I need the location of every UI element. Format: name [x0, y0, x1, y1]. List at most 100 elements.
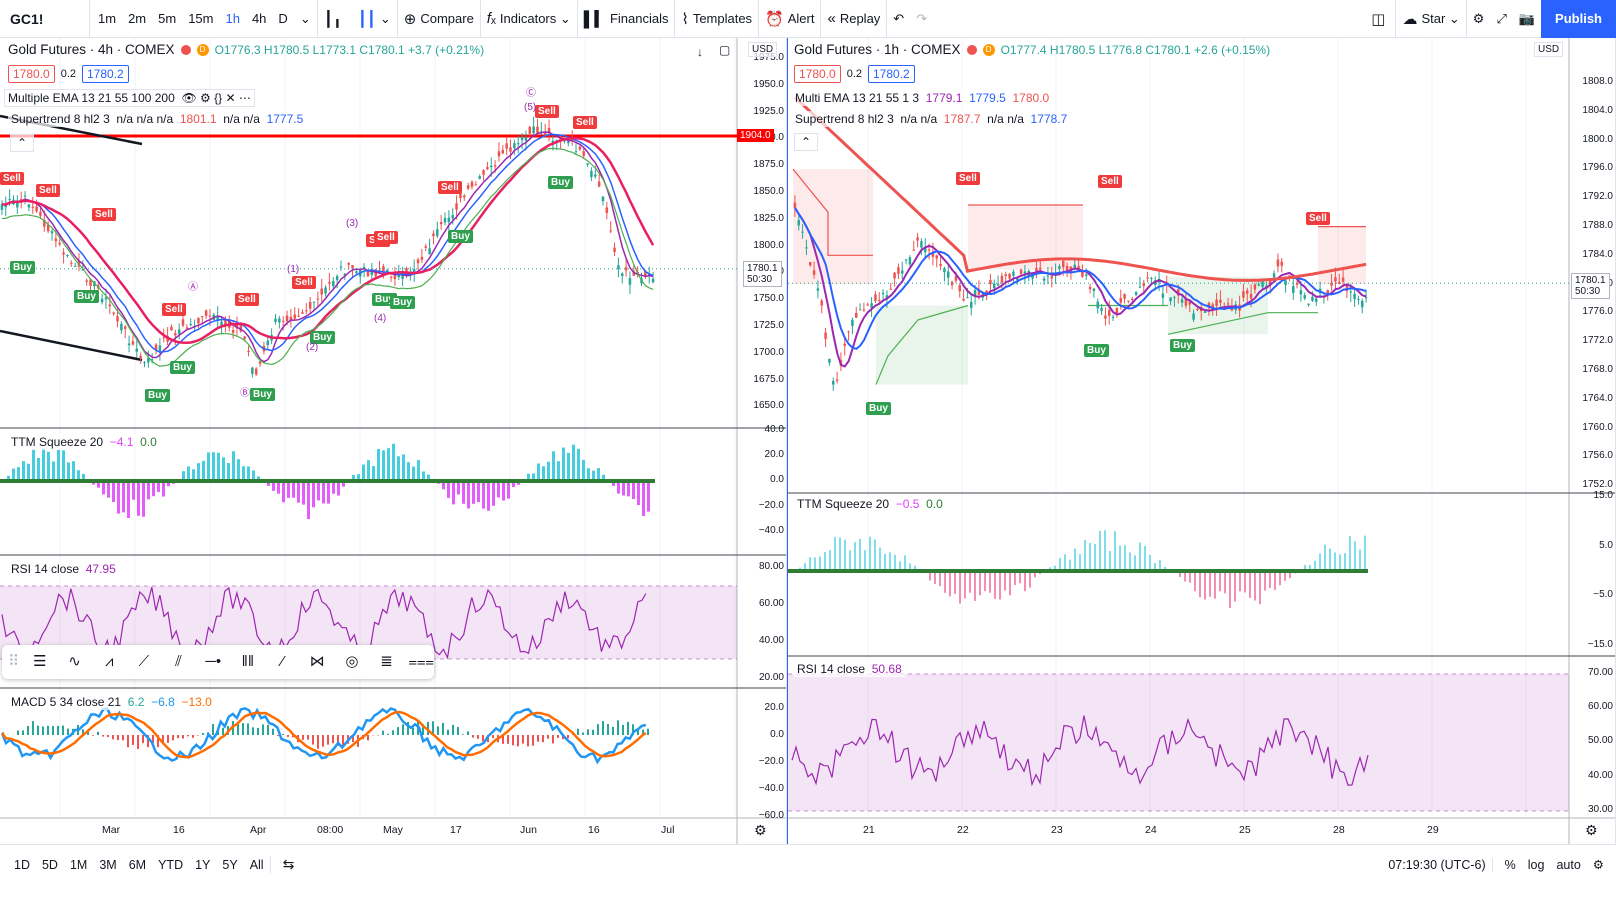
- ray-icon[interactable]: ⁄: [281, 653, 284, 670]
- settings-gear-icon[interactable]: ⚙: [1472, 10, 1485, 26]
- right-ema-legend[interactable]: Multi EMA 13 21 55 1 3 1779.1 1779.5 178…: [792, 90, 1053, 106]
- left-bid-ask: 1780.0 0.2 1780.2: [8, 65, 129, 83]
- last-price-tag[interactable]: 1780.1 50:30: [1571, 273, 1610, 300]
- replay-button[interactable]: «Replay: [821, 0, 886, 38]
- interval-2m[interactable]: 2m: [128, 11, 147, 26]
- alert-button[interactable]: ⏰ Alert: [759, 0, 820, 38]
- left-rsi-legend[interactable]: RSI 14 close 47.95: [8, 561, 119, 577]
- eye-icon[interactable]: 👁: [181, 91, 197, 105]
- fib-retracement-icon[interactable]: ☰: [33, 653, 47, 670]
- axis-settings-gear-icon[interactable]: ⚙: [1592, 858, 1604, 872]
- xabcd-pattern-icon[interactable]: ⋈: [309, 653, 325, 670]
- interval-d[interactable]: D: [278, 11, 288, 26]
- left-chart-pane[interactable]: Gold Futures · 4h · COMEX D O1776.3 H178…: [0, 38, 787, 844]
- buy-price-button[interactable]: 1780.2: [82, 65, 129, 83]
- close-icon[interactable]: ✕: [225, 91, 236, 105]
- layout-icon[interactable]: ◫: [1371, 10, 1386, 28]
- sell-price-button[interactable]: 1780.0: [8, 65, 55, 83]
- cloud-icon: ☁: [1402, 10, 1418, 28]
- sub-axis-label: 60.00: [758, 598, 784, 609]
- templates-button[interactable]: ⌇ Templates: [675, 0, 758, 38]
- gann-fan-icon[interactable]: ‖‖: [241, 653, 255, 670]
- time-axis-label: 25: [1239, 824, 1251, 836]
- star-button[interactable]: ☁ Star ⌄: [1402, 10, 1460, 28]
- right-ttm-legend[interactable]: TTM Squeeze 20 −0.5 0.0: [794, 496, 946, 512]
- left-chart-canvas[interactable]: [0, 38, 787, 844]
- ema-slow-line: [793, 96, 1367, 282]
- left-currency-label[interactable]: USD: [748, 42, 778, 57]
- elliott-wave-icon[interactable]: ∿: [68, 653, 81, 670]
- range-ytd[interactable]: YTD: [158, 857, 184, 872]
- buy-price-button[interactable]: 1780.2: [868, 65, 915, 83]
- right-symbol-title[interactable]: Gold Futures · 1h · COMEX: [794, 42, 961, 57]
- symbol-search[interactable]: GC1!: [0, 0, 90, 38]
- right-candle-body: [1315, 298, 1318, 302]
- auto-toggle[interactable]: auto: [1556, 857, 1581, 872]
- bar-style-icon[interactable]: ┃╻: [323, 10, 342, 28]
- download-arrow-icon[interactable]: ↓: [694, 44, 706, 60]
- compare-button[interactable]: ⊕ Compare: [398, 0, 480, 38]
- interval-5m[interactable]: 5m: [158, 11, 177, 26]
- range-1y[interactable]: 1Y: [195, 857, 211, 872]
- collapse-legend-chevron-up-icon[interactable]: ⌃: [10, 134, 34, 152]
- log-toggle[interactable]: log: [1527, 857, 1545, 872]
- left-macd-legend[interactable]: MACD 5 34 close 21 6.2 −6.8 −13.0: [8, 694, 215, 710]
- range-6m[interactable]: 6M: [128, 857, 147, 872]
- publish-button[interactable]: Publish: [1541, 0, 1616, 38]
- range-1m[interactable]: 1M: [69, 857, 88, 872]
- left-supertrend-legend[interactable]: Supertrend 8 hl2 3 n/a n/a n/a 1801.1 n/…: [8, 111, 307, 127]
- interval-15m[interactable]: 15m: [188, 11, 214, 26]
- elliott-wave-label: Ⓑ: [240, 388, 250, 399]
- horizontal-ray-icon[interactable]: ─•: [205, 653, 222, 670]
- parallel-channel-icon[interactable]: ⫽: [175, 653, 182, 670]
- camera-icon[interactable]: 📷: [1518, 10, 1536, 26]
- fib-channel-icon[interactable]: ≣: [380, 653, 393, 670]
- fullscreen-icon[interactable]: ⤢: [1496, 10, 1507, 26]
- right-currency-label[interactable]: USD: [1534, 42, 1564, 57]
- candle-style-icon[interactable]: ┃┃ ⌄: [357, 10, 391, 28]
- left-candle-body: [567, 141, 570, 144]
- source-code-icon[interactable]: {}: [214, 91, 223, 105]
- indicators-button[interactable]: fₓ Indicators ⌄: [486, 10, 571, 27]
- redo-icon[interactable]: ↷: [916, 10, 928, 26]
- right-rsi-legend[interactable]: RSI 14 close 50.68: [794, 661, 905, 677]
- undo-icon[interactable]: ↶: [893, 10, 905, 26]
- left-ttm-legend[interactable]: TTM Squeeze 20 −4.1 0.0: [8, 434, 160, 450]
- range-1d[interactable]: 1D: [14, 857, 30, 872]
- range-5d[interactable]: 5D: [41, 857, 58, 872]
- left-symbol-title[interactable]: Gold Futures · 4h · COMEX: [8, 42, 175, 57]
- range-3m[interactable]: 3M: [99, 857, 117, 872]
- financials-button[interactable]: ▌▍ Financials: [578, 0, 675, 38]
- restore-window-icon[interactable]: ▢: [716, 42, 734, 58]
- fib-spiral-icon[interactable]: ◎: [345, 653, 359, 670]
- more-icon[interactable]: ⋯: [238, 91, 251, 105]
- sell-price-button[interactable]: 1780.0: [794, 65, 841, 83]
- axis-settings-gear-icon[interactable]: ⚙: [1585, 822, 1598, 838]
- drag-handle-icon[interactable]: ⠿: [8, 653, 19, 670]
- trend-line-icon[interactable]: ⟋: [138, 653, 150, 670]
- range-all[interactable]: All: [249, 857, 264, 872]
- collapse-legend-chevron-up-icon[interactable]: ⌃: [794, 133, 818, 151]
- goto-date-icon[interactable]: ⇆: [269, 856, 301, 873]
- interval-1m[interactable]: 1m: [98, 11, 117, 26]
- right-chart-pane[interactable]: Gold Futures · 1h · COMEX D O1777.4 H178…: [787, 38, 1616, 844]
- right-supertrend-legend[interactable]: Supertrend 8 hl2 3 n/a n/a 1787.7 n/a n/…: [792, 111, 1071, 127]
- left-ema-legend[interactable]: Multiple EMA 13 21 55 100 200 👁 ⚙ {} ✕ ⋯: [4, 89, 255, 107]
- clock-time[interactable]: 07:19:30 (UTC-6): [1388, 857, 1486, 872]
- range-5y[interactable]: 5Y: [222, 857, 238, 872]
- interval-dropdown-chevron-icon[interactable]: ⌄: [299, 10, 311, 26]
- right-chart-canvas[interactable]: [788, 38, 1616, 844]
- settings-gear-icon[interactable]: ⚙: [200, 91, 211, 105]
- macd-histogram-bar: [152, 735, 154, 743]
- interval-1h[interactable]: 1h: [225, 11, 240, 26]
- fib-time-zone-icon[interactable]: ⩶: [408, 653, 435, 670]
- abcd-pattern-icon[interactable]: ⩘: [104, 653, 114, 670]
- price-axis-label: 1804.0: [1582, 104, 1613, 116]
- percent-toggle[interactable]: %: [1491, 857, 1522, 872]
- hline-price-tag[interactable]: 1904.0: [737, 129, 774, 143]
- buy-signal-label: Buy: [390, 296, 415, 309]
- last-price-tag[interactable]: 1780.1 50:30: [743, 260, 782, 287]
- interval-4h[interactable]: 4h: [251, 11, 267, 26]
- right-candle-body: [962, 298, 965, 301]
- axis-settings-gear-icon[interactable]: ⚙: [754, 822, 767, 838]
